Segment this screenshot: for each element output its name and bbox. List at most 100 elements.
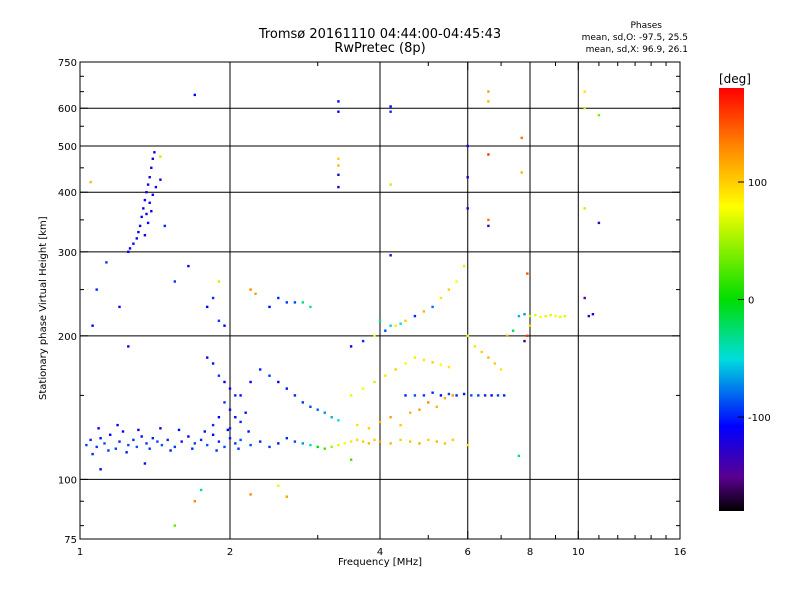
data-point: [234, 442, 237, 445]
data-point: [373, 438, 376, 442]
data-point: [138, 224, 142, 228]
data-point: [427, 438, 430, 442]
data-point: [85, 443, 88, 447]
data-point: [285, 301, 288, 304]
data-point: [466, 144, 469, 148]
data-point: [447, 365, 451, 369]
data-point: [389, 254, 392, 257]
data-point: [293, 301, 297, 304]
data-point: [356, 438, 359, 442]
data-point: [389, 105, 392, 108]
data-point: [418, 442, 421, 445]
data-point: [160, 443, 164, 447]
data-point: [517, 314, 521, 318]
data-point: [343, 442, 346, 445]
data-point: [135, 237, 138, 240]
data-point: [323, 447, 326, 450]
y-tick-label: 100: [58, 475, 77, 486]
data-point: [97, 427, 100, 430]
colorbar-label: [deg]: [719, 72, 751, 86]
data-point: [217, 440, 221, 443]
data-point: [597, 114, 601, 117]
data-point: [153, 151, 156, 154]
data-point: [127, 443, 130, 447]
data-point: [206, 356, 209, 359]
data-point: [116, 423, 119, 427]
data-point: [503, 394, 506, 397]
data-point: [234, 416, 237, 419]
data-point: [191, 447, 194, 450]
data-point: [487, 153, 490, 156]
data-point: [148, 176, 151, 179]
data-point: [399, 423, 402, 427]
data-point: [499, 368, 503, 371]
data-point: [143, 462, 147, 465]
data-point: [99, 468, 102, 471]
data-point: [234, 394, 237, 397]
y-tick-label: 75: [64, 535, 77, 546]
data-point: [169, 449, 172, 452]
data-point: [526, 272, 529, 275]
data-point: [132, 438, 135, 442]
data-point: [422, 394, 426, 397]
data-point: [523, 339, 526, 343]
x-tick-label: 16: [674, 547, 687, 558]
data-points: [85, 90, 601, 527]
data-point: [109, 433, 112, 436]
data-point: [228, 387, 232, 390]
data-point: [455, 280, 458, 283]
data-point: [309, 405, 312, 408]
data-point: [349, 440, 353, 443]
data-point: [466, 443, 469, 447]
data-point: [477, 394, 480, 397]
data-point: [356, 423, 359, 427]
data-point: [549, 313, 552, 317]
data-point: [91, 324, 94, 327]
phases-o-stats: mean, sd,O: -97.5, 25.5: [581, 33, 688, 43]
data-point: [173, 524, 176, 527]
data-point: [409, 411, 412, 414]
data-point: [389, 442, 392, 445]
data-point: [431, 391, 434, 394]
data-point: [544, 314, 547, 318]
y-tick-label: 750: [58, 58, 77, 69]
data-point: [140, 435, 143, 438]
data-point: [394, 324, 397, 327]
data-point: [435, 440, 438, 443]
data-point: [145, 191, 148, 194]
data-point: [378, 420, 382, 424]
data-point: [217, 280, 221, 283]
data-point: [337, 419, 340, 422]
data-point: [121, 430, 125, 433]
data-point: [487, 90, 490, 93]
data-point: [361, 339, 365, 343]
data-point: [277, 380, 280, 384]
data-point: [173, 445, 176, 449]
data-point: [487, 356, 490, 359]
data-point: [239, 394, 242, 397]
data-point: [259, 368, 262, 371]
data-point: [520, 171, 523, 174]
data-point: [323, 411, 326, 414]
chart-title: Tromsø 20161110 04:44:00-04:45:43: [258, 27, 502, 42]
data-point: [511, 329, 515, 332]
colorbar-tick-label: 100: [748, 178, 767, 189]
data-point: [466, 334, 469, 337]
y-tick-label: 200: [58, 332, 77, 343]
data-point: [156, 440, 159, 443]
data-point: [146, 221, 150, 225]
data-point: [422, 310, 426, 313]
data-point: [309, 305, 312, 309]
data-point: [118, 440, 121, 443]
y-tick-label: 500: [58, 142, 77, 153]
data-point: [247, 430, 250, 433]
data-point: [268, 374, 271, 377]
data-point: [384, 374, 387, 377]
data-point: [330, 416, 333, 419]
data-point: [237, 447, 240, 450]
data-point: [373, 334, 376, 337]
data-point: [309, 443, 312, 447]
data-point: [148, 201, 151, 204]
data-point: [206, 443, 209, 447]
x-tick-label: 4: [377, 547, 383, 558]
